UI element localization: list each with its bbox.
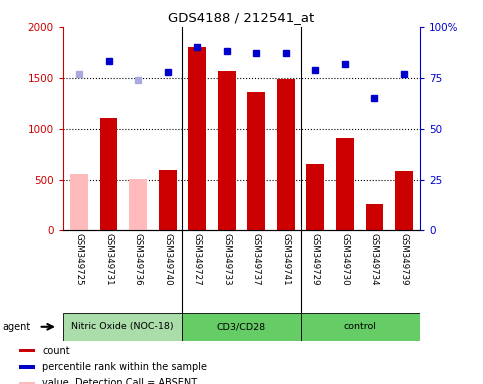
Text: GSM349740: GSM349740 <box>163 233 172 285</box>
Text: GSM349729: GSM349729 <box>311 233 320 285</box>
Bar <box>307 164 324 230</box>
Bar <box>63 313 183 341</box>
Bar <box>183 313 300 341</box>
Text: GSM349736: GSM349736 <box>134 233 142 285</box>
Text: GSM349727: GSM349727 <box>193 233 202 285</box>
Bar <box>336 138 354 230</box>
Text: GSM349737: GSM349737 <box>252 233 261 285</box>
Text: GSM349734: GSM349734 <box>370 233 379 285</box>
Text: percentile rank within the sample: percentile rank within the sample <box>42 362 207 372</box>
Text: GSM349725: GSM349725 <box>74 233 84 285</box>
Text: GSM349731: GSM349731 <box>104 233 113 285</box>
Title: GDS4188 / 212541_at: GDS4188 / 212541_at <box>169 11 314 24</box>
Bar <box>19 382 35 384</box>
Text: control: control <box>344 322 377 331</box>
Bar <box>159 170 176 230</box>
Bar <box>218 71 236 230</box>
Bar <box>395 171 413 230</box>
Text: Nitric Oxide (NOC-18): Nitric Oxide (NOC-18) <box>71 322 174 331</box>
Text: agent: agent <box>2 322 30 332</box>
Bar <box>19 349 35 353</box>
Bar <box>19 365 35 369</box>
Bar <box>247 92 265 230</box>
Bar <box>277 79 295 230</box>
Bar <box>188 47 206 230</box>
Text: GSM349739: GSM349739 <box>399 233 409 285</box>
Bar <box>99 118 117 230</box>
Text: value, Detection Call = ABSENT: value, Detection Call = ABSENT <box>42 378 197 384</box>
Bar <box>129 179 147 230</box>
Text: CD3/CD28: CD3/CD28 <box>217 322 266 331</box>
Bar <box>366 204 384 230</box>
Text: GSM349733: GSM349733 <box>222 233 231 285</box>
Bar <box>300 313 420 341</box>
Text: count: count <box>42 346 70 356</box>
Bar <box>70 174 88 230</box>
Text: GSM349730: GSM349730 <box>341 233 349 285</box>
Text: GSM349741: GSM349741 <box>281 233 290 285</box>
